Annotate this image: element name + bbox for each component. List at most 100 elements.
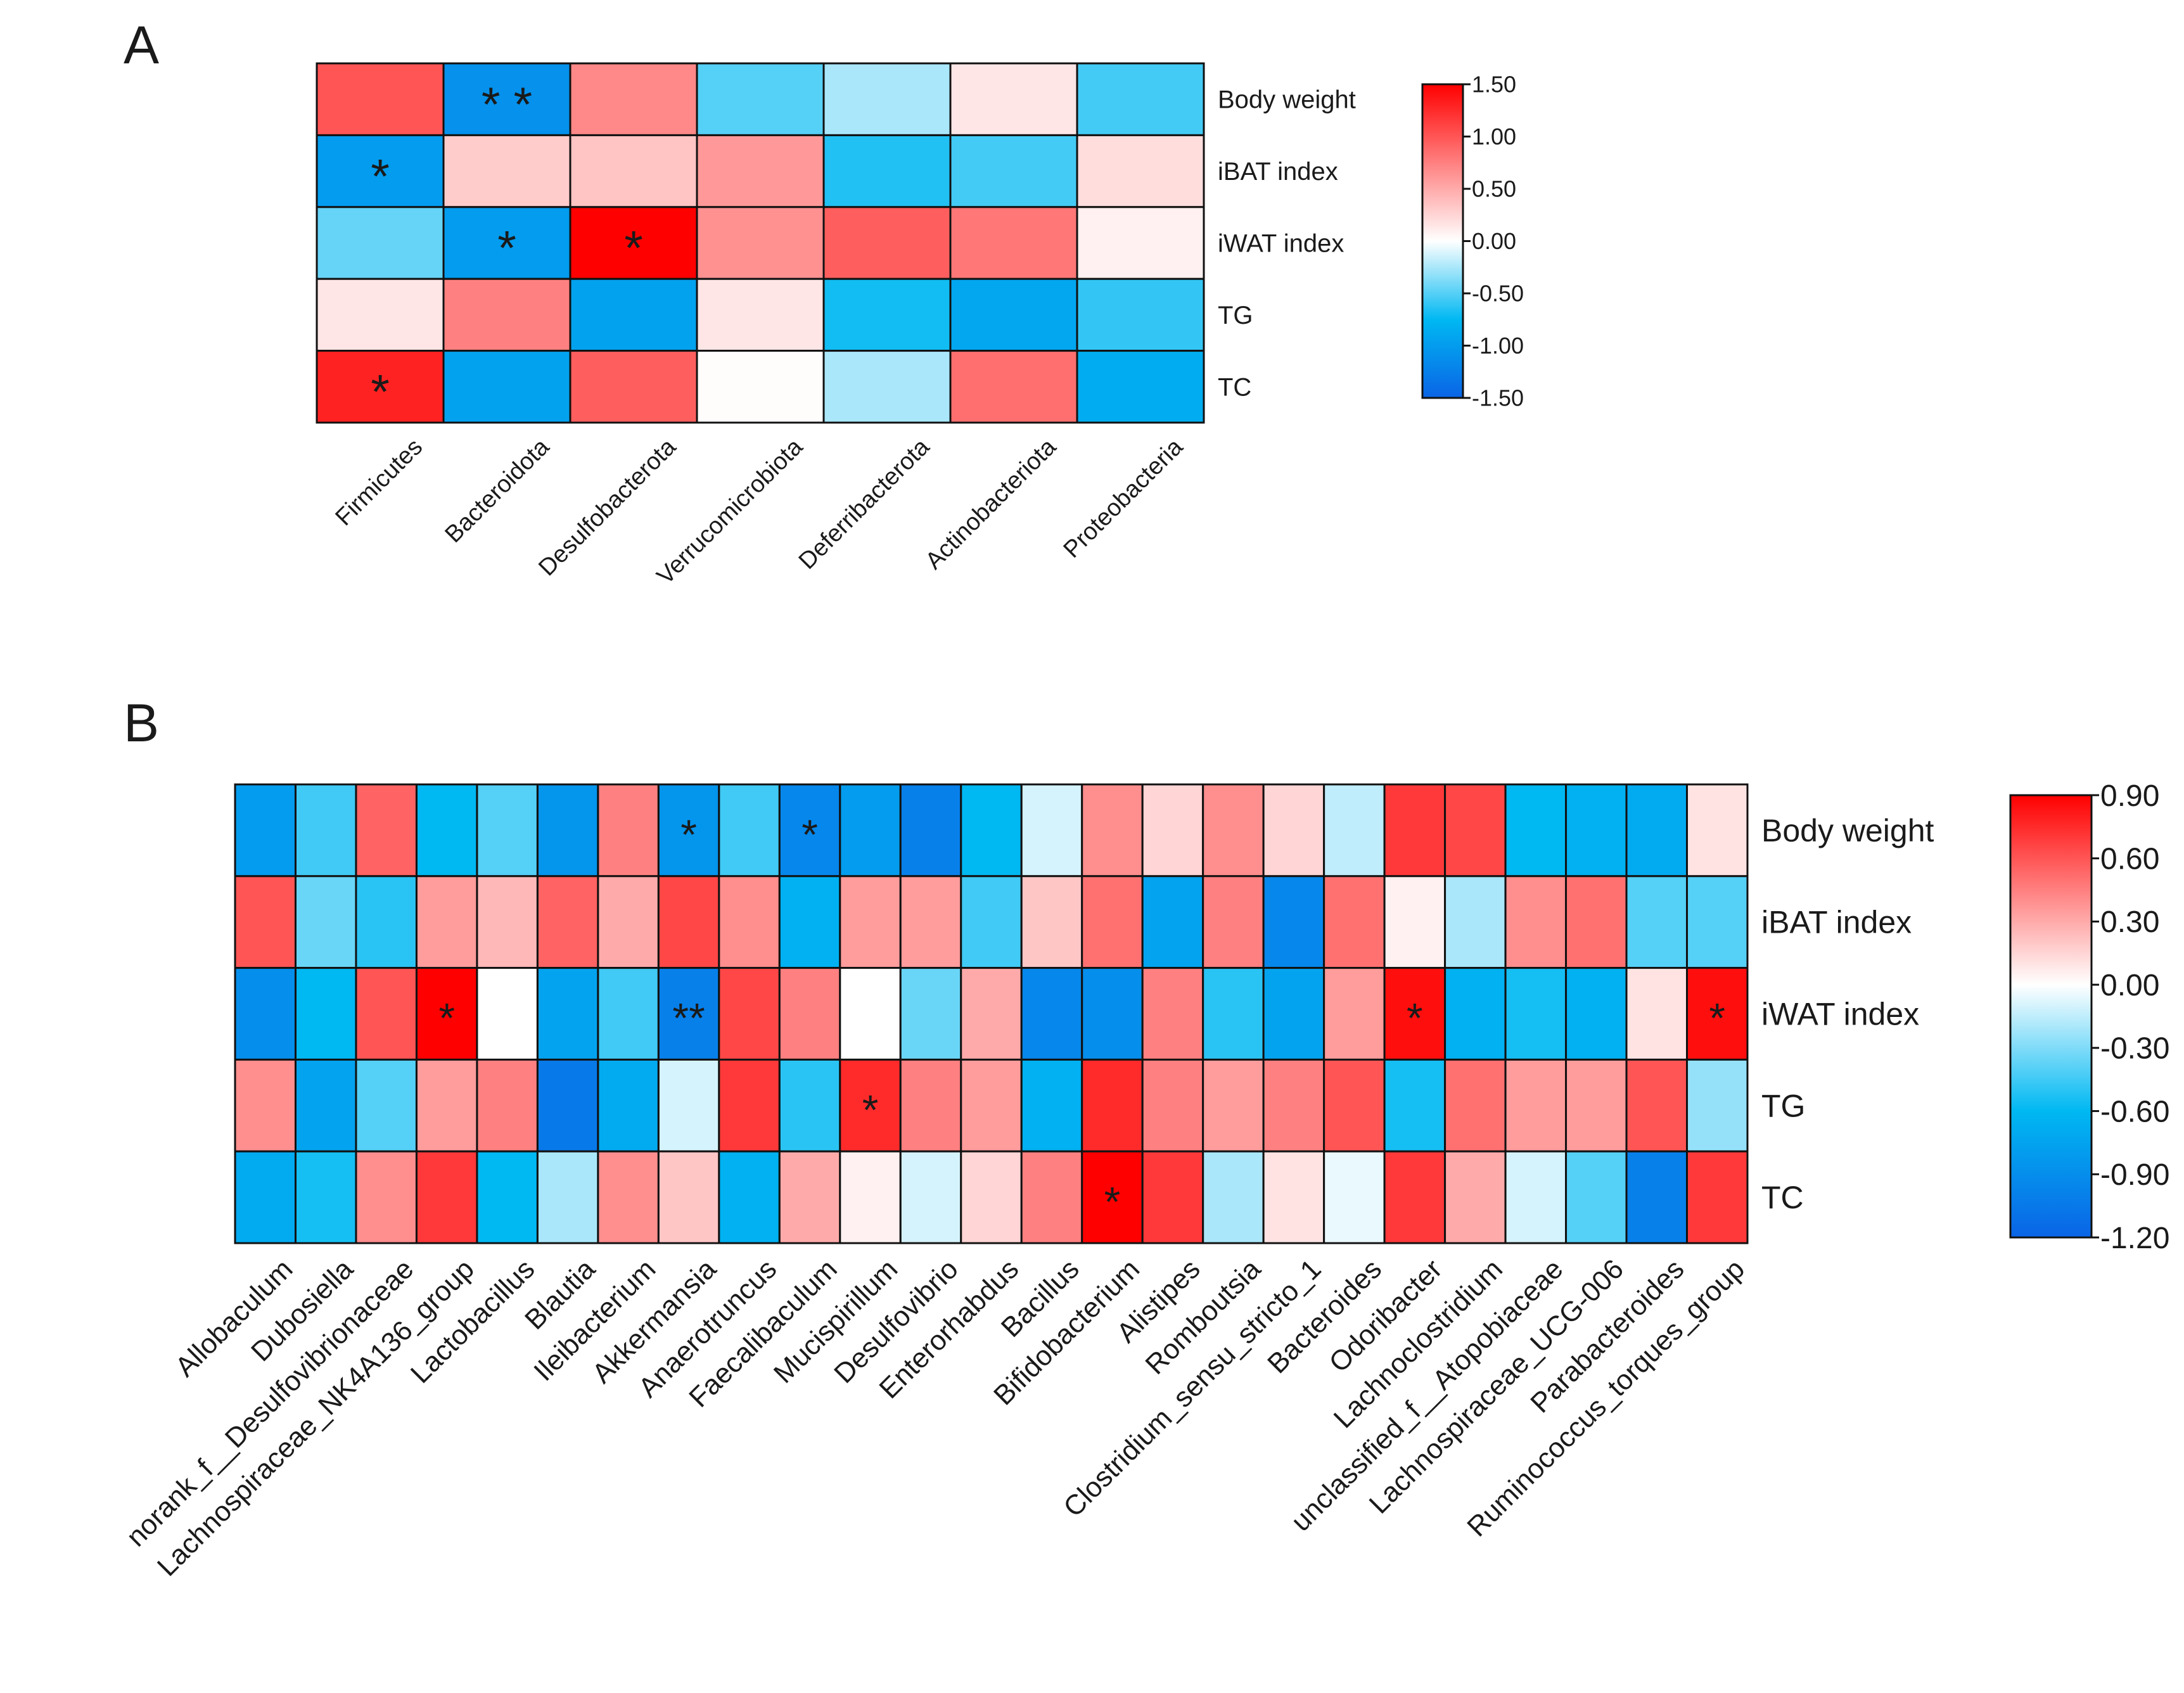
heatmap-cell [294, 1058, 357, 1153]
heatmap-cell [597, 875, 660, 969]
heatmap-cell [1323, 967, 1386, 1061]
heatmap-cell [234, 875, 297, 969]
heatmap-cell [1383, 783, 1446, 878]
heatmap-cell [1444, 875, 1507, 969]
heatmap-cell [718, 967, 781, 1061]
heatmap-cell [1383, 1150, 1446, 1244]
column-label: Actinobacteriota [921, 433, 1062, 575]
significance-mark: * [371, 150, 390, 203]
heatmap-cell [442, 62, 572, 136]
significance-mark: * [1407, 995, 1423, 1042]
heatmap-cell [1686, 1058, 1749, 1153]
heatmap-cell [718, 1058, 781, 1153]
significance-mark: * [801, 811, 818, 858]
heatmap-cell [778, 1058, 841, 1153]
heatmap-cell [949, 278, 1078, 352]
heatmap-cell [1625, 783, 1689, 878]
heatmap-cell [569, 134, 698, 208]
heatmap-cell [415, 1058, 478, 1153]
heatmap-cell [718, 783, 781, 878]
heatmap-cell [415, 783, 478, 878]
heatmap-cell [597, 1150, 660, 1244]
heatmap-cell [234, 1058, 297, 1153]
significance-mark: ** [672, 995, 705, 1042]
heatmap-cell [1262, 967, 1325, 1061]
heatmap-cell [657, 1150, 720, 1244]
heatmap-cell [476, 967, 539, 1061]
heatmap-cell [1076, 278, 1205, 352]
significance-mark: * [1709, 995, 1725, 1042]
heatmap-cell [899, 875, 962, 969]
heatmap-cell [1383, 967, 1446, 1061]
heatmap-cell [1076, 206, 1205, 280]
heatmap-cell [234, 1150, 297, 1244]
colorbar-tick-label: -1.00 [1472, 333, 1524, 359]
heatmap-cell [316, 278, 445, 352]
heatmap-cell [1686, 783, 1749, 878]
heatmap-cell [294, 967, 357, 1061]
significance-mark: * [1104, 1178, 1121, 1225]
colorbar-tick-label: 0.30 [2100, 905, 2159, 939]
heatmap-cell [536, 875, 599, 969]
heatmap-cell [234, 783, 297, 878]
heatmap-cell [1141, 1058, 1204, 1153]
heatmap-cell [696, 62, 825, 136]
heatmap-cell [476, 783, 539, 878]
heatmap-cell [294, 1150, 357, 1244]
colorbar-tick-label: 0.00 [2100, 969, 2159, 1002]
heatmap-cell [1076, 350, 1205, 424]
heatmap-cell [355, 875, 418, 969]
heatmap-cell [899, 1150, 962, 1244]
panel-label: B [124, 693, 159, 753]
heatmap-cell [822, 62, 952, 136]
heatmap-cell [1141, 967, 1204, 1061]
heatmap-cell [1081, 967, 1144, 1061]
heatmap-cell [718, 875, 781, 969]
heatmap-cell [778, 783, 841, 878]
heatmap-cell [778, 1150, 841, 1244]
heatmap-cell [960, 875, 1023, 969]
colorbar-tick-label: -0.30 [2100, 1032, 2169, 1066]
heatmap-cell [1444, 1058, 1507, 1153]
heatmap-cell [355, 1150, 418, 1244]
heatmap-cell [1262, 875, 1325, 969]
heatmap-cell [569, 350, 698, 424]
row-label: TC [1761, 1180, 1804, 1215]
colorbar-tick-label: 0.00 [1472, 228, 1516, 254]
heatmap-cell [442, 278, 572, 352]
significance-mark: * [624, 222, 643, 276]
heatmap-cell [415, 1150, 478, 1244]
heatmap-cell [476, 1058, 539, 1153]
heatmap-cell [1081, 875, 1144, 969]
heatmap-cell [718, 1150, 781, 1244]
colorbar-tick-label: -0.90 [2100, 1158, 2169, 1192]
heatmap-cell [949, 206, 1078, 280]
heatmap-cell [899, 1058, 962, 1153]
heatmap-cell [839, 875, 902, 969]
heatmap-cell [316, 206, 445, 280]
heatmap-cell [696, 206, 825, 280]
heatmap-cell [1565, 1058, 1628, 1153]
row-label: iWAT index [1218, 230, 1344, 258]
heatmap-cell [696, 278, 825, 352]
heatmap-cell [822, 206, 952, 280]
heatmap-cell [1686, 875, 1749, 969]
heatmap-cell [597, 967, 660, 1061]
significance-mark: * [497, 222, 516, 276]
heatmap-cell [316, 134, 445, 208]
colorbar-tick-label: 0.90 [2100, 779, 2159, 813]
heatmap-cell [1081, 783, 1144, 878]
heatmap-cell [355, 1058, 418, 1153]
row-label: TC [1218, 373, 1251, 401]
heatmap-cell [960, 1058, 1023, 1153]
heatmap-cell [294, 783, 357, 878]
row-label: TG [1218, 302, 1253, 329]
heatmap-cell [569, 278, 698, 352]
heatmap-cell [294, 875, 357, 969]
heatmap-cell [1020, 1150, 1083, 1244]
heatmap-cell [1202, 875, 1265, 969]
heatmap-cell [839, 1150, 902, 1244]
row-label: Body weight [1218, 86, 1356, 114]
heatmap-cell [1504, 783, 1568, 878]
